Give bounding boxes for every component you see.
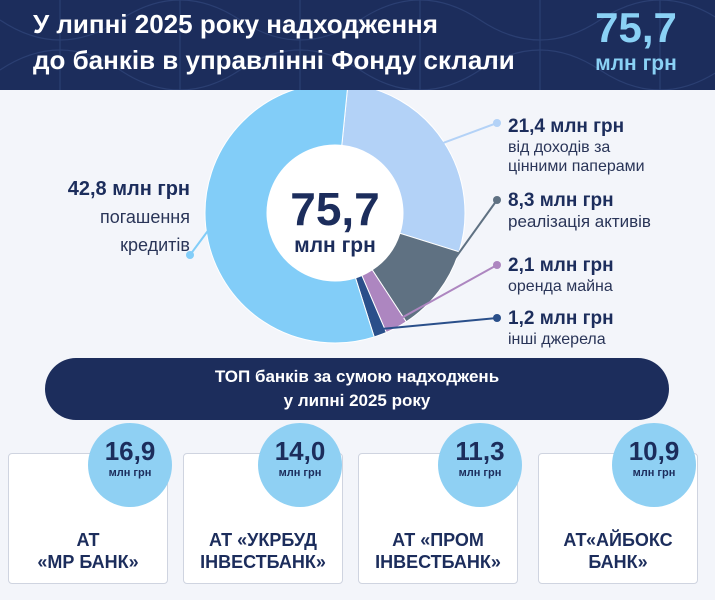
bank-value-3: 11,3: [455, 436, 505, 466]
bank-value-2: 14,0: [274, 436, 326, 466]
bank-name-4-line-1: АТ«АЙБОКС: [563, 530, 673, 550]
header-total-value: 75,7: [595, 4, 677, 51]
top-banks-line-2: у липні 2025 року: [283, 391, 431, 410]
callout-other-value: 1,2 млн грн: [508, 308, 614, 329]
callout-loans: 42,8 млн грн погашення кредитів: [30, 178, 190, 256]
bank-name-3-line-1: АТ «ПРОМ: [392, 530, 484, 550]
bank-value-circle-2: 14,0 млн грн: [258, 423, 342, 507]
bank-name-1-line-2: «МР БАНК»: [37, 552, 139, 572]
callout-other-desc: інші джерела: [508, 331, 606, 348]
bank-name-4: АТ«АЙБОКС БАНК»: [539, 529, 697, 573]
callout-assets: 8,3 млн грн реалізація активів: [508, 190, 708, 231]
bank-name-3: АТ «ПРОМ ІНВЕСТБАНК»: [359, 529, 517, 573]
bank-value-4: 10,9: [628, 436, 680, 466]
callout-rent-value: 2,1 млн грн: [508, 255, 614, 276]
bank-name-2: АТ «УКРБУД ІНВЕСТБАНК»: [184, 529, 342, 573]
title-line-2: до банків в управлінні Фонду склали: [33, 45, 515, 75]
bank-unit-2: млн грн: [278, 467, 322, 479]
donut-center-unit: млн грн: [294, 234, 376, 257]
donut-hole: [267, 145, 403, 281]
donut-center-label: 75,7 млн грн: [270, 184, 400, 258]
leader-line-rent: [393, 264, 498, 324]
callout-securities-desc-1: від доходів за: [508, 139, 611, 156]
bank-name-2-line-1: АТ «УКРБУД: [209, 530, 317, 550]
bank-value-circle-3: 11,3 млн грн: [438, 423, 522, 507]
leader-dot-assets: [493, 196, 501, 204]
page-title: У липні 2025 року надходження до банків …: [33, 6, 563, 78]
leader-dot-securities: [493, 119, 501, 127]
leader-line-securities: [438, 122, 498, 146]
callout-securities: 21,4 млн грн від доходів за цінними папе…: [508, 116, 708, 176]
bank-name-2-line-2: ІНВЕСТБАНК»: [200, 552, 326, 572]
top-banks-line-1: ТОП банків за сумою надходжень: [214, 367, 500, 386]
callout-loans-value: 42,8 млн грн: [67, 178, 190, 200]
bank-value-circle-4: 10,9 млн грн: [612, 423, 696, 507]
leader-dot-other: [493, 314, 501, 322]
donut-chart-area: 75,7 млн грн 42,8 млн грн погашення кред…: [0, 90, 715, 355]
leader-line-assets: [433, 199, 498, 289]
callout-other: 1,2 млн грн інші джерела: [508, 308, 708, 349]
callout-rent-desc: оренда майна: [508, 278, 613, 295]
leader-dot-loans: [186, 251, 194, 259]
header-pattern: [0, 0, 715, 90]
header-banner: У липні 2025 року надходження до банків …: [0, 0, 715, 90]
leader-line-other: [378, 317, 498, 331]
donut-chart: [186, 90, 501, 344]
bank-value-circle-1: 16,9 млн грн: [88, 423, 172, 507]
bank-unit-4: млн грн: [632, 467, 676, 479]
callout-securities-desc-2: цінними паперами: [508, 158, 645, 175]
callout-assets-value: 8,3 млн грн: [508, 190, 614, 211]
title-line-1: У липні 2025 року надходження: [33, 9, 438, 39]
bank-name-4-line-2: БАНК»: [588, 552, 648, 572]
bank-unit-3: млн грн: [458, 467, 502, 479]
bank-name-3-line-2: ІНВЕСТБАНК»: [375, 552, 501, 572]
bank-name-1-line-1: АТ: [76, 530, 100, 550]
bank-value-1: 16,9: [104, 436, 156, 466]
donut-center-value: 75,7: [290, 183, 380, 235]
header-total: 75,7 млн грн: [571, 4, 701, 76]
leader-dot-rent: [493, 261, 501, 269]
callout-assets-desc: реалізація активів: [508, 212, 651, 231]
callout-loans-desc-2: кредитів: [120, 235, 190, 255]
bank-unit-1: млн грн: [108, 467, 152, 479]
leader-line-loans: [189, 225, 213, 256]
callout-loans-desc-1: погашення: [99, 207, 190, 227]
bank-name-1: АТ «МР БАНК»: [9, 529, 167, 573]
callout-rent: 2,1 млн грн оренда майна: [508, 255, 708, 296]
callout-securities-value: 21,4 млн грн: [508, 116, 625, 137]
top-banks-banner: ТОП банків за сумою надходжень у липні 2…: [45, 358, 669, 420]
header-total-unit: млн грн: [595, 52, 677, 75]
